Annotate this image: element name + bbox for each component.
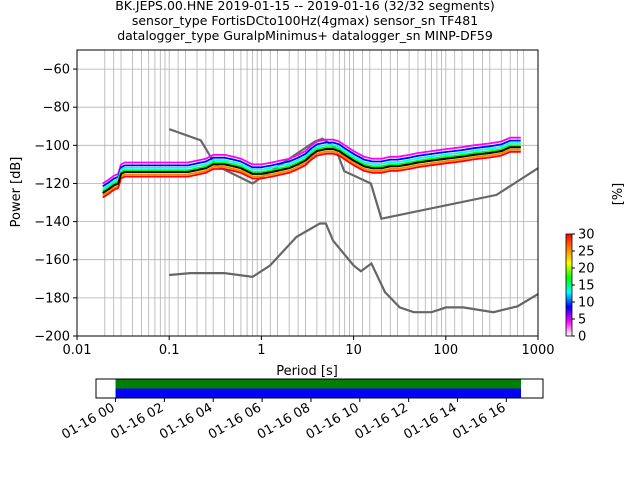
y-tick-label: −80	[43, 101, 70, 116]
low-noise-model-line	[169, 222, 539, 314]
probability-band	[102, 136, 521, 185]
x-tick-label: 0.01	[63, 343, 92, 358]
time-tick-label: 01-16 10	[304, 400, 362, 442]
x-tick-label: 0.1	[159, 343, 180, 358]
time-tick-label: 01-16 04	[157, 400, 215, 442]
colorbar-tick-label: 20	[578, 262, 595, 277]
x-tick-label: 1000	[521, 343, 554, 358]
probability-band	[102, 142, 521, 190]
coverage-segment-blue	[115, 388, 522, 398]
time-tick-label: 01-16 06	[206, 400, 264, 442]
colorbar-tick-label: 5	[578, 313, 586, 328]
mean-psd-line	[102, 146, 521, 194]
x-tick-label: 100	[433, 343, 458, 358]
coverage-frame	[95, 378, 544, 399]
colorbar-tick-label: 15	[578, 279, 595, 294]
x-tick-label: 1	[257, 343, 265, 358]
y-tick-label: −180	[34, 291, 70, 306]
time-tick-label: 01-16 02	[108, 400, 166, 442]
colorbar-label: [%]	[611, 183, 626, 206]
time-tick-label: 01-16 14	[401, 400, 459, 442]
y-axis-label: Power [dB]	[9, 157, 24, 228]
y-tick-label: −200	[34, 330, 70, 345]
probability-band	[102, 150, 521, 199]
probability-band	[102, 139, 521, 188]
colorbar-tick-label: 0	[578, 330, 586, 345]
colorbar-tick-label: 25	[578, 245, 595, 260]
y-tick-label: −140	[34, 215, 70, 230]
probability-band	[102, 148, 521, 197]
coverage-segment-green	[115, 379, 522, 389]
y-tick-label: −100	[34, 139, 70, 154]
plot-area	[77, 50, 538, 336]
y-tick-label: −120	[34, 177, 70, 192]
time-tick-label: 01-16 12	[353, 400, 411, 442]
title-line-1: BK.JEPS.00.HNE 2019-01-15 -- 2019-01-16 …	[115, 0, 495, 13]
time-tick-label: 01-16 08	[255, 400, 313, 442]
probability-band	[102, 144, 521, 192]
colorbar-strip	[565, 233, 573, 337]
colorbar-tick-label: 30	[578, 228, 595, 243]
x-tick-label: 10	[345, 343, 362, 358]
y-tick-label: −60	[43, 63, 70, 78]
x-axis-label: Period [s]	[276, 364, 338, 379]
plot-frame	[76, 49, 539, 337]
ppsd-plot: 0.01 0.1 1 10 100 1000 −60 −80 −100 −120 −140 −160 −…	[34, 49, 555, 358]
colorbar: 0 5 10 15 20 25 30	[565, 228, 595, 345]
title-line-2: sensor_type FortisDCto100Hz(4gmax) senso…	[132, 13, 478, 28]
time-tick-label: 01-16 00	[59, 400, 117, 442]
y-tick-label: −160	[34, 253, 70, 268]
time-tick-label: 01-16 16	[450, 400, 508, 442]
colorbar-tick-label: 10	[578, 296, 595, 311]
title-line-3: datalogger_type GuralpMinimus+ datalogge…	[117, 28, 493, 43]
